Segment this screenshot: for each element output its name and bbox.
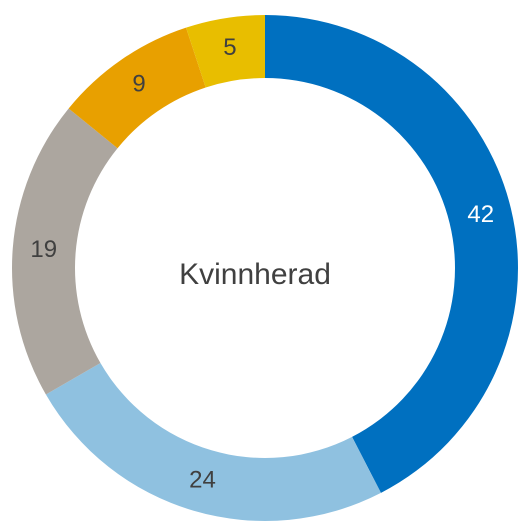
donut-slice (68, 27, 206, 149)
donut-slice (12, 108, 118, 395)
data-label: 5 (223, 34, 236, 61)
donut-slice (265, 15, 519, 493)
donut-slice (186, 14, 265, 88)
data-label: 19 (30, 236, 57, 263)
donut-slice (45, 363, 381, 521)
data-label: 42 (467, 201, 494, 228)
data-label: 24 (189, 466, 216, 493)
center-label: Kvinnherad (179, 258, 331, 291)
data-label: 9 (132, 70, 145, 97)
